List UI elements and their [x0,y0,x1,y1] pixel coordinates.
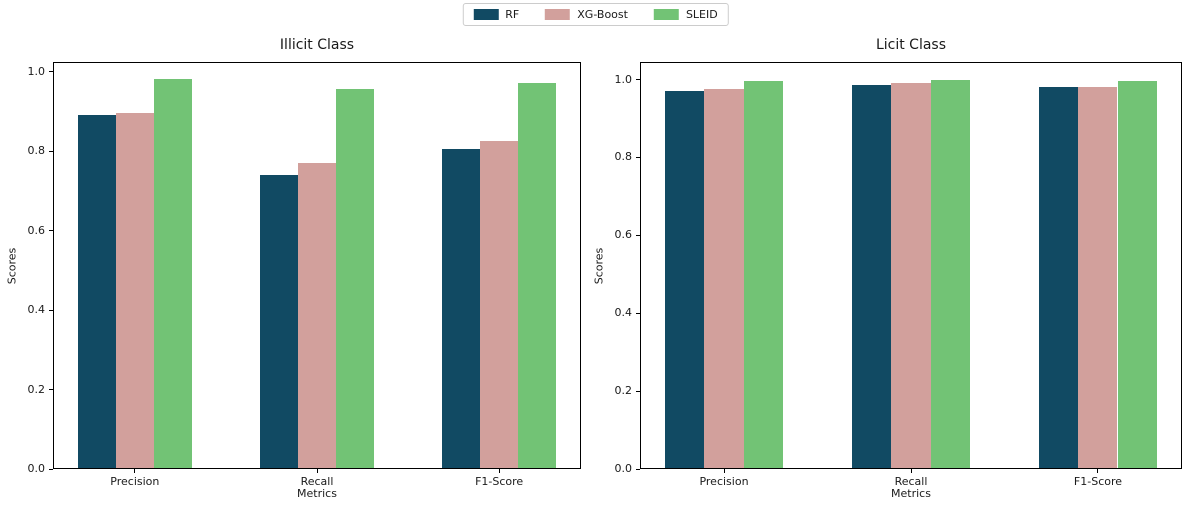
legend-label-sleid: SLEID [685,8,718,21]
legend-swatch-xgboost [545,9,571,20]
legend-entry-xgboost: XG-Boost [545,8,628,21]
chart-title-licit: Licit Class [875,37,947,53]
bar-sleid-recall [930,80,970,469]
bar-xgboost-f1score [480,141,519,469]
bar-rf-precision [665,91,705,469]
y-tick-label: 0.2 [614,384,633,398]
x-tick-label: F1-Score [475,475,524,488]
chart-title-illicit: Illicit Class [279,37,355,53]
x-axis-label-illicit: Metrics [297,487,337,500]
y-tick-mark [636,390,640,392]
legend-swatch-sleid [653,9,679,20]
y-axis-label-licit: Scores [592,247,606,285]
legend-label-rf: RF [505,8,520,21]
y-tick-label: 0.6 [27,223,46,237]
y-tick-label: 1.0 [614,72,633,86]
legend-swatch-rf [473,9,499,20]
x-tick-mark [498,469,500,473]
y-tick-label: 0.0 [27,462,46,475]
legend-entry-sleid: SLEID [653,8,718,21]
bar-xgboost-f1score [1078,86,1118,469]
x-tick-mark [910,469,912,473]
bar-xgboost-precision [704,89,744,469]
bar-rf-recall [852,85,892,469]
bar-rf-f1score [1039,87,1079,469]
y-tick-label: 0.8 [614,150,633,164]
bar-xgboost-recall [891,83,931,469]
legend: RF XG-Boost SLEID [462,3,729,26]
y-tick-mark [636,234,640,236]
x-tick-label: Recall [894,475,928,488]
y-tick-label: 0.2 [27,382,46,396]
y-tick-mark [636,79,640,81]
bar-sleid-f1score [518,83,557,469]
y-tick-mark [636,312,640,314]
y-axis-label-illicit: Scores [5,247,19,285]
bar-xgboost-recall [297,162,336,469]
y-tick-label: 0.6 [614,228,633,242]
x-tick-mark [316,469,318,473]
legend-label-xgboost: XG-Boost [577,8,628,21]
x-tick-mark [134,469,136,473]
y-tick-label: 0.8 [27,144,46,158]
x-tick-mark [1097,469,1099,473]
y-tick-mark [49,150,53,152]
x-tick-label: Recall [300,475,334,488]
y-tick-label: 0.0 [614,462,633,475]
y-tick-mark [636,468,640,470]
bar-sleid-recall [336,89,375,469]
y-tick-label: 1.0 [27,64,46,78]
x-tick-label: Precision [110,475,160,488]
x-tick-label: Precision [699,475,749,488]
x-tick-label: F1-Score [1073,475,1123,488]
bar-xgboost-precision [115,113,154,469]
bar-sleid-precision [743,81,783,469]
bar-rf-precision [77,115,116,469]
y-tick-mark [49,71,53,73]
bar-rf-f1score [442,149,481,469]
y-tick-mark [636,156,640,158]
y-tick-mark [49,309,53,311]
x-tick-mark [723,469,725,473]
bar-sleid-precision [153,79,192,469]
x-axis-label-licit: Metrics [891,487,931,500]
y-tick-label: 0.4 [27,303,46,317]
y-tick-label: 0.4 [614,306,633,320]
y-tick-mark [49,230,53,232]
y-tick-mark [49,389,53,390]
legend-entry-rf: RF [473,8,519,21]
bar-rf-recall [259,174,298,469]
y-tick-mark [49,468,53,470]
bar-sleid-f1score [1117,81,1157,469]
